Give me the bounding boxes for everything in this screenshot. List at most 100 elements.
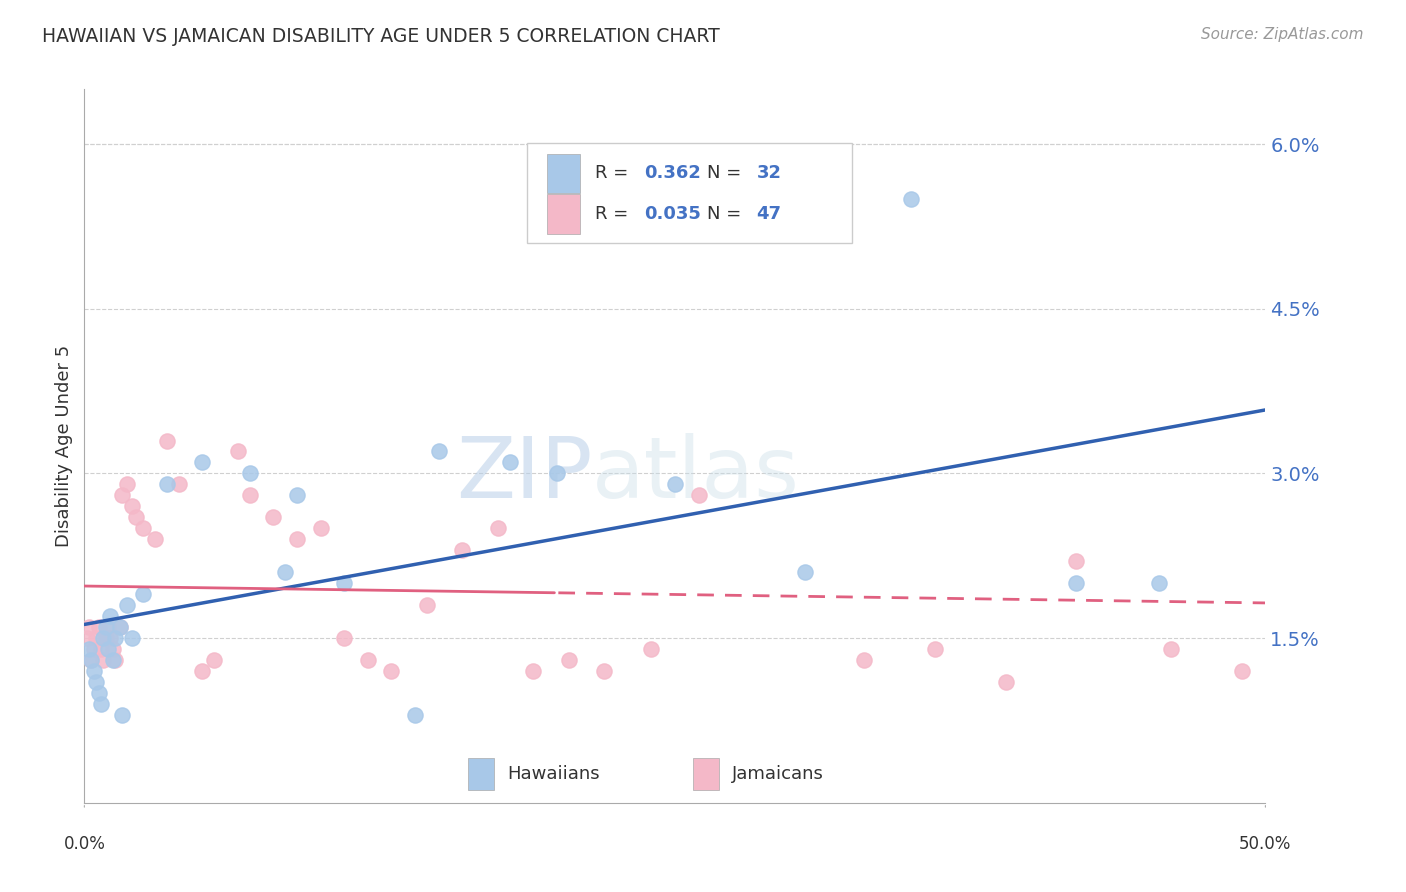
Text: 0.362: 0.362 [644,164,702,182]
Text: HAWAIIAN VS JAMAICAN DISABILITY AGE UNDER 5 CORRELATION CHART: HAWAIIAN VS JAMAICAN DISABILITY AGE UNDE… [42,27,720,45]
Point [97,620,120,634]
Point [121,631,143,645]
Point [451,543,474,558]
Text: R =: R = [595,205,634,223]
Text: 0.0%: 0.0% [63,835,105,853]
Point [132,587,155,601]
Point [404,708,426,723]
Text: ZIP: ZIP [456,433,592,516]
Point [101,653,124,667]
Point [333,631,356,645]
Text: N =: N = [707,205,747,223]
Point [91,653,114,667]
Point [80,653,103,667]
Text: Jamaicans: Jamaicans [731,765,824,783]
Point [143,533,166,547]
Point [191,664,214,678]
Point [1066,576,1088,591]
Point [1147,576,1170,591]
Point [239,488,262,502]
Point [156,434,179,448]
Text: 0.035: 0.035 [644,205,702,223]
FancyBboxPatch shape [547,194,581,234]
Text: 47: 47 [756,205,782,223]
Text: 32: 32 [756,164,782,182]
Point [191,455,214,469]
Point [1230,664,1253,678]
Point [132,521,155,535]
Point [121,500,143,514]
Text: N =: N = [707,164,747,182]
Point [115,598,138,612]
Point [262,510,284,524]
Point [557,653,579,667]
Text: 50.0%: 50.0% [1239,835,1292,853]
Point [77,620,100,634]
Point [274,566,297,580]
Point [522,664,544,678]
Point [309,521,332,535]
Point [486,521,509,535]
Point [104,653,127,667]
Text: R =: R = [595,164,634,182]
Point [924,642,946,657]
Text: atlas: atlas [592,433,800,516]
Point [90,697,112,711]
Point [664,477,686,491]
Point [380,664,402,678]
Point [108,620,131,634]
Point [91,631,114,645]
Point [1066,554,1088,568]
Point [101,642,124,657]
Point [80,653,103,667]
Point [94,631,117,645]
Point [994,675,1017,690]
Point [498,455,520,469]
Point [167,477,190,491]
Point [98,631,121,645]
Point [285,488,308,502]
Point [111,708,134,723]
Point [87,686,110,700]
Point [239,467,262,481]
Point [77,642,100,657]
Point [111,488,134,502]
FancyBboxPatch shape [527,143,852,243]
FancyBboxPatch shape [693,758,718,790]
Point [76,631,98,645]
Point [900,192,922,206]
Point [98,609,121,624]
Text: Hawaiians: Hawaiians [508,765,600,783]
FancyBboxPatch shape [547,153,581,193]
Point [84,675,107,690]
Point [87,620,110,634]
Point [546,467,568,481]
Point [1160,642,1182,657]
Point [104,631,127,645]
Y-axis label: Disability Age Under 5: Disability Age Under 5 [55,345,73,547]
Point [83,664,105,678]
Point [357,653,380,667]
Point [108,620,131,634]
Point [593,664,616,678]
Point [94,620,117,634]
Point [285,533,308,547]
Point [793,566,815,580]
Point [115,477,138,491]
Point [156,477,179,491]
Point [90,642,112,657]
Text: Source: ZipAtlas.com: Source: ZipAtlas.com [1201,27,1364,42]
Point [782,202,804,217]
Point [84,631,107,645]
Point [202,653,225,667]
Point [416,598,439,612]
Point [640,642,662,657]
FancyBboxPatch shape [468,758,494,790]
Point [427,444,450,458]
Point [125,510,148,524]
Point [688,488,710,502]
Point [97,642,120,657]
Point [83,642,105,657]
Point [226,444,249,458]
Point [852,653,875,667]
